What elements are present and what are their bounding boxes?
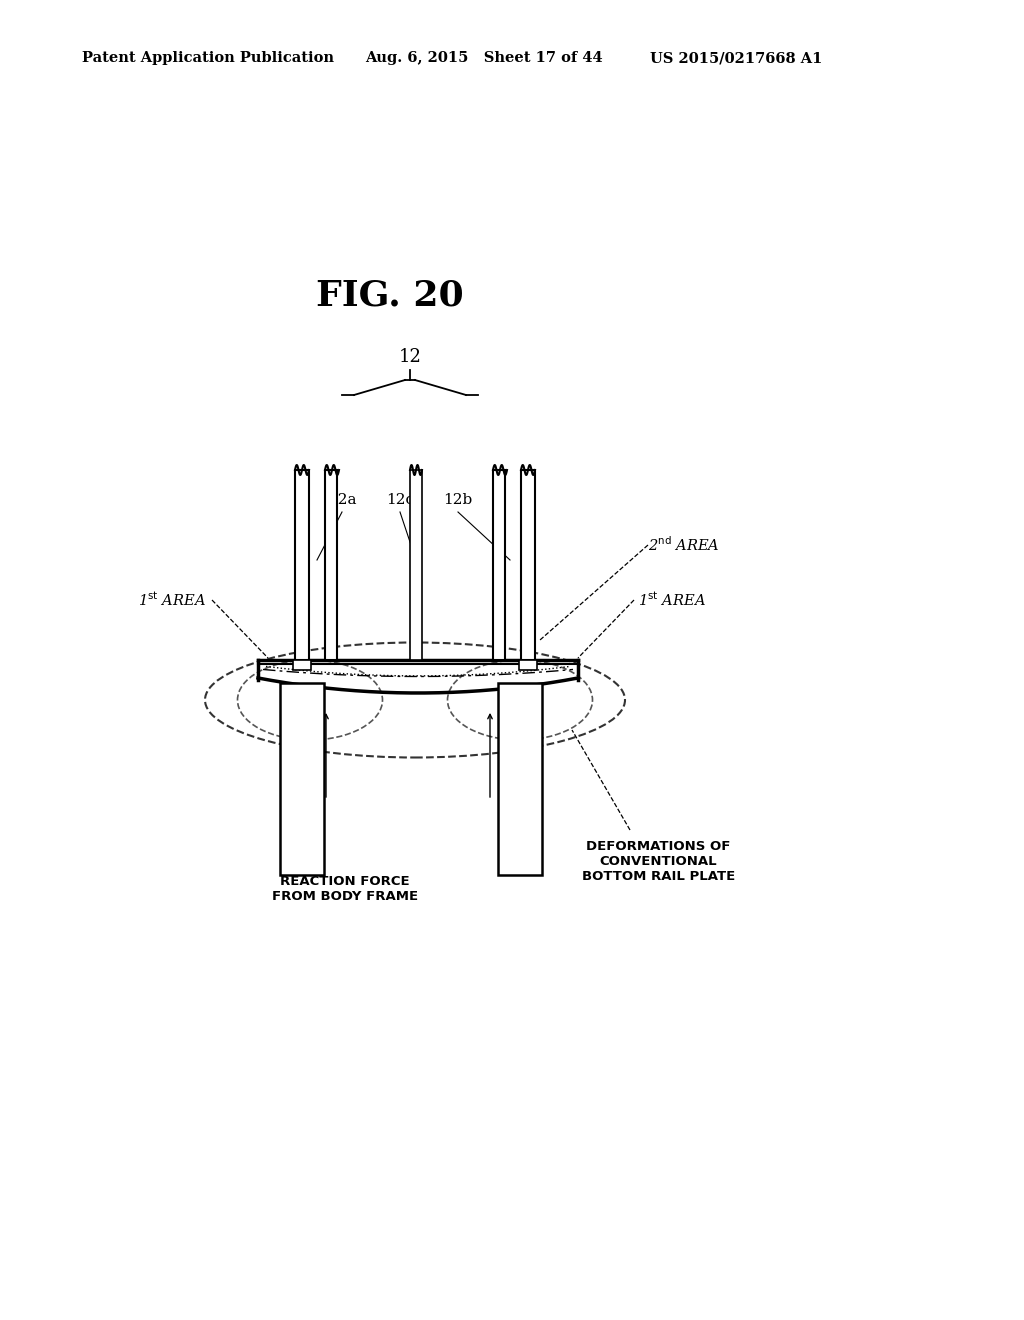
Text: 1$^\mathrm{st}$ AREA: 1$^\mathrm{st}$ AREA — [638, 590, 706, 610]
Bar — [493, 470, 505, 660]
Bar — [293, 660, 311, 671]
Text: Aug. 6, 2015   Sheet 17 of 44: Aug. 6, 2015 Sheet 17 of 44 — [365, 51, 603, 65]
Text: DEFORMATIONS OF
CONVENTIONAL
BOTTOM RAIL PLATE: DEFORMATIONS OF CONVENTIONAL BOTTOM RAIL… — [582, 840, 735, 883]
Text: 12a: 12a — [328, 492, 356, 507]
Text: 12c: 12c — [386, 492, 414, 507]
Bar — [521, 470, 535, 660]
Text: 12: 12 — [398, 348, 422, 366]
Bar — [295, 470, 309, 660]
Text: Patent Application Publication: Patent Application Publication — [82, 51, 334, 65]
Bar — [519, 660, 537, 671]
Bar — [325, 470, 337, 660]
Text: 12b: 12b — [443, 492, 473, 507]
Text: FIG. 20: FIG. 20 — [316, 279, 464, 312]
Bar — [280, 682, 324, 875]
Text: 1$^\mathrm{st}$ AREA: 1$^\mathrm{st}$ AREA — [138, 590, 206, 610]
Text: US 2015/0217668 A1: US 2015/0217668 A1 — [650, 51, 822, 65]
Text: 2$^\mathrm{nd}$ AREA: 2$^\mathrm{nd}$ AREA — [648, 536, 720, 554]
Text: REACTION FORCE
FROM BODY FRAME: REACTION FORCE FROM BODY FRAME — [272, 875, 418, 903]
Bar — [498, 682, 542, 875]
Bar — [410, 470, 422, 660]
